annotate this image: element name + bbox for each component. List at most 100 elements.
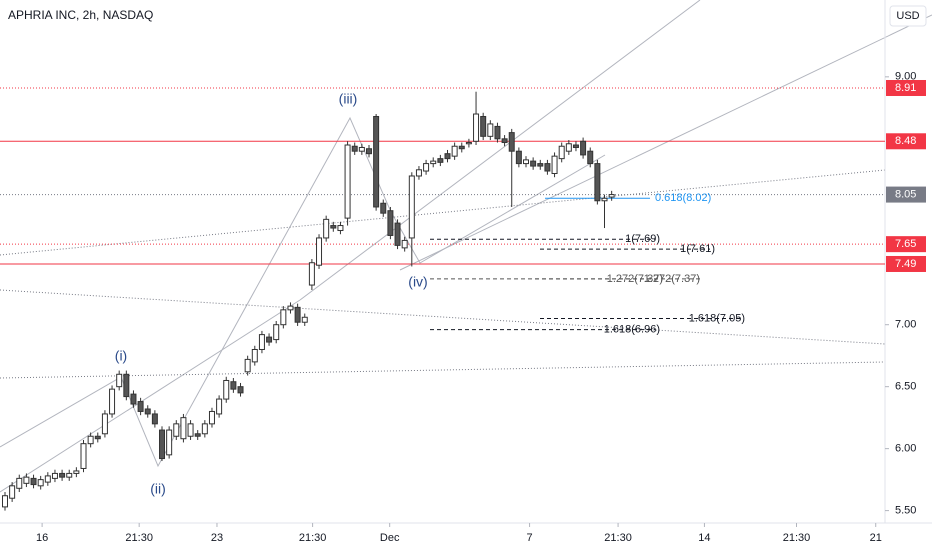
candle-body — [144, 408, 151, 415]
candle-body — [230, 381, 237, 390]
candle-body — [587, 150, 594, 165]
candle-body — [380, 202, 387, 214]
candle-body — [508, 132, 515, 152]
candle-body — [187, 423, 194, 437]
candle-body — [344, 144, 351, 219]
candle-body — [1, 495, 8, 508]
x-tick-label: 21 — [870, 532, 882, 544]
candle-body — [201, 423, 208, 435]
channel-line — [0, 169, 886, 256]
trend-line — [299, 0, 701, 301]
candle-body — [473, 113, 480, 142]
candle-body — [101, 413, 108, 435]
x-tick-label: 21:30 — [604, 532, 632, 544]
x-tick-label: Dec — [380, 532, 400, 544]
candle-body — [544, 163, 551, 172]
price-badge — [886, 186, 926, 203]
price-badge — [886, 236, 926, 253]
candle-body — [59, 472, 66, 478]
candle-body — [244, 358, 251, 373]
candle-body — [44, 475, 51, 483]
candle-body — [166, 429, 173, 456]
wave-label: (iv) — [408, 274, 427, 290]
candle-body — [294, 306, 301, 323]
candle-body — [216, 398, 223, 415]
price-badge — [886, 79, 926, 96]
candle-body — [580, 140, 587, 156]
price-badge — [886, 255, 926, 272]
currency-box[interactable] — [889, 5, 927, 27]
candle-body — [501, 138, 508, 144]
candle-body — [451, 145, 458, 157]
candle-body — [159, 429, 166, 460]
candle-body — [237, 386, 244, 394]
x-tick-label: 16 — [36, 532, 48, 544]
candle-body — [551, 155, 558, 175]
trend-line — [0, 299, 301, 493]
candle-body — [9, 485, 16, 499]
candle-body — [487, 123, 494, 137]
wave-label: (iii) — [339, 91, 358, 107]
candle-body — [480, 115, 487, 137]
candle-body — [123, 373, 130, 398]
channel-line — [0, 361, 886, 379]
candle-body — [251, 348, 258, 363]
fib-label: 1(7.69) — [625, 233, 660, 245]
candle-body — [273, 324, 280, 341]
candle-body — [323, 218, 330, 239]
y-tick-label: 6.50 — [895, 381, 916, 393]
candle-body — [394, 222, 401, 246]
wave-label: (i) — [115, 348, 127, 364]
candle-body — [16, 477, 23, 489]
candle-body — [444, 153, 451, 160]
candle-body — [94, 435, 101, 440]
x-tick-label: 23 — [211, 532, 223, 544]
candle-body — [194, 433, 201, 437]
candle-body — [387, 210, 394, 236]
candle-body — [351, 145, 358, 152]
candle-body — [316, 237, 323, 266]
y-tick-label: 7.00 — [895, 319, 916, 331]
price-badge-label: 8.05 — [895, 188, 916, 200]
candle-body — [608, 194, 615, 198]
candle-body — [87, 435, 94, 445]
candle-body — [173, 423, 180, 437]
candle-body — [330, 225, 337, 229]
y-tick-label: 9.00 — [895, 71, 916, 83]
candle-body — [116, 373, 123, 388]
candle-body — [415, 169, 422, 177]
candle-body — [280, 309, 287, 326]
fib-label: 1.272(7.37) — [644, 273, 700, 285]
candle-body — [73, 470, 80, 474]
candle-body — [258, 334, 265, 350]
candle-body — [565, 143, 572, 152]
candle-body — [80, 443, 87, 469]
candle-body — [537, 163, 544, 167]
price-badge-label: 7.65 — [895, 238, 916, 250]
candle-body — [109, 388, 116, 415]
x-tick-label: 7 — [527, 532, 533, 544]
candle-body — [558, 145, 565, 160]
candle-body — [515, 150, 522, 165]
candle-body — [423, 163, 430, 172]
candle-body — [572, 144, 579, 148]
y-tick-label: 6.00 — [895, 443, 916, 455]
candle-body — [151, 413, 158, 425]
candle-body — [223, 379, 230, 400]
candle-body — [494, 125, 501, 140]
candle-body — [301, 316, 308, 323]
chart-title: APHRIA INC, 2h, NASDAQ — [8, 8, 153, 22]
candle-body — [430, 160, 437, 165]
fib-label: 1.618(7.05) — [689, 312, 745, 324]
candle-body — [594, 163, 601, 202]
candle-body — [408, 175, 415, 239]
wave-label: (ii) — [150, 481, 166, 497]
candle-body — [51, 472, 58, 479]
x-tick-label: 21:30 — [125, 532, 153, 544]
candle-body — [23, 476, 30, 484]
price-badge-label: 7.49 — [895, 258, 916, 270]
candle-body — [337, 225, 344, 232]
candle-body — [287, 305, 294, 311]
candle-body — [30, 477, 37, 486]
